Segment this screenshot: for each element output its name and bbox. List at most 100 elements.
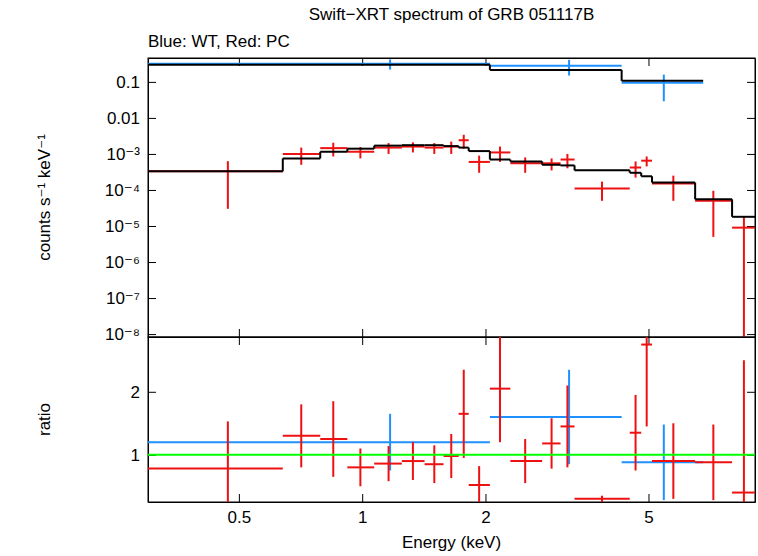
model-step bbox=[630, 172, 641, 174]
step-riser bbox=[458, 146, 460, 147]
data-point bbox=[641, 344, 652, 346]
tick-label: 10⁻⁶ bbox=[105, 253, 140, 272]
data-point bbox=[652, 183, 695, 185]
data-point bbox=[490, 416, 622, 418]
tick bbox=[747, 190, 755, 191]
data-point bbox=[732, 492, 755, 494]
plot-area bbox=[148, 59, 755, 337]
tick: 10⁻⁵ bbox=[105, 217, 156, 236]
step-riser bbox=[629, 170, 631, 172]
tick-mark bbox=[747, 262, 755, 263]
model-step bbox=[148, 64, 490, 66]
step-riser bbox=[468, 148, 470, 151]
tick bbox=[747, 334, 755, 335]
data-point bbox=[510, 460, 542, 462]
data-point bbox=[630, 167, 641, 169]
tick-label: 2 bbox=[481, 508, 490, 527]
data-point bbox=[320, 147, 347, 149]
axis-line bbox=[149, 502, 756, 503]
tick-mark bbox=[362, 329, 363, 337]
data-point bbox=[561, 425, 575, 427]
tick-mark bbox=[239, 329, 240, 337]
tick: 5 bbox=[644, 494, 653, 527]
data-point bbox=[469, 161, 490, 163]
tick-mark bbox=[747, 154, 755, 155]
tick-mark bbox=[239, 494, 240, 502]
panel: 0.512512 bbox=[131, 263, 756, 556]
error-bar bbox=[524, 157, 526, 172]
step-riser bbox=[373, 146, 375, 149]
tick-mark bbox=[747, 298, 755, 299]
data-point bbox=[695, 461, 732, 463]
data-point bbox=[347, 466, 374, 468]
tick-mark bbox=[148, 226, 156, 227]
x-axis-title: Energy (keV) bbox=[402, 533, 501, 552]
series bbox=[148, 454, 755, 455]
tick: 0.1 bbox=[116, 73, 156, 92]
data-point bbox=[510, 162, 542, 164]
tick: 10⁻³ bbox=[106, 145, 156, 164]
model-step bbox=[542, 164, 560, 166]
axis-line bbox=[755, 338, 756, 503]
data-point bbox=[320, 438, 347, 440]
error-bar bbox=[568, 60, 570, 76]
tick bbox=[747, 154, 755, 155]
data-point bbox=[732, 227, 755, 229]
y-axis-title: counts s⁻¹ keV⁻¹ bbox=[35, 134, 54, 261]
data-point bbox=[630, 432, 641, 434]
tick-mark bbox=[148, 262, 156, 263]
tick bbox=[362, 329, 363, 337]
data-point bbox=[542, 162, 560, 164]
data-point bbox=[695, 200, 732, 202]
error-bar bbox=[646, 337, 648, 426]
tick: 10⁻⁴ bbox=[105, 181, 156, 200]
series bbox=[148, 135, 755, 337]
tick bbox=[747, 82, 755, 83]
model-step bbox=[459, 147, 469, 149]
tick-mark bbox=[148, 298, 156, 299]
data-point bbox=[347, 151, 374, 153]
step-riser bbox=[509, 160, 511, 162]
panel: 0.10.0110⁻³10⁻⁴10⁻⁵10⁻⁶10⁻⁷10⁻⁸ bbox=[105, 58, 756, 347]
data-point bbox=[459, 139, 469, 141]
model-step bbox=[347, 148, 374, 150]
data-point bbox=[374, 147, 402, 149]
tick-mark bbox=[485, 494, 486, 502]
model-step bbox=[641, 175, 652, 177]
tick-label: 10⁻⁴ bbox=[105, 181, 140, 200]
step-riser bbox=[694, 183, 696, 200]
error-bar bbox=[712, 191, 714, 237]
data-point bbox=[148, 170, 283, 172]
model-step bbox=[320, 151, 347, 153]
error-bar bbox=[450, 142, 452, 154]
tick-mark bbox=[747, 82, 755, 83]
data-point bbox=[283, 153, 320, 155]
axis-line bbox=[148, 59, 149, 338]
step-riser bbox=[401, 144, 403, 146]
series bbox=[148, 145, 755, 217]
step-riser bbox=[346, 149, 348, 152]
model-step bbox=[402, 144, 425, 146]
error-bar bbox=[743, 217, 745, 337]
model-step bbox=[425, 144, 444, 146]
chart-title: Swift−XRT spectrum of GRB 051117B bbox=[309, 5, 595, 24]
tick bbox=[747, 298, 755, 299]
model-step bbox=[374, 145, 402, 147]
data-point bbox=[402, 146, 425, 148]
tick bbox=[239, 337, 240, 345]
series bbox=[148, 65, 703, 81]
tick-mark bbox=[648, 58, 649, 66]
step-riser bbox=[574, 165, 576, 170]
tick-mark bbox=[148, 190, 156, 191]
model-step bbox=[490, 69, 622, 71]
step-riser bbox=[443, 144, 445, 147]
tick: 10⁻⁷ bbox=[106, 289, 156, 308]
series bbox=[148, 370, 703, 500]
model-step bbox=[283, 157, 320, 159]
tick-label: 0.01 bbox=[107, 109, 140, 128]
tick: 1 bbox=[358, 494, 367, 527]
axis bbox=[149, 329, 756, 338]
axis bbox=[747, 338, 756, 503]
data-point bbox=[490, 388, 510, 390]
data-point bbox=[561, 159, 575, 161]
